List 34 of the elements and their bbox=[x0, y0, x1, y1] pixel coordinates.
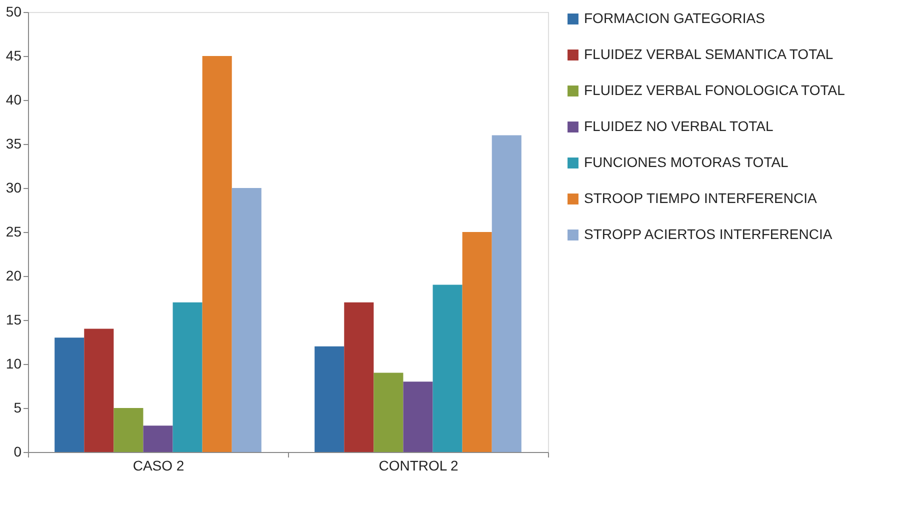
bar bbox=[314, 346, 344, 452]
legend-label: FLUIDEZ NO VERBAL TOTAL bbox=[584, 118, 774, 134]
legend-label: STROPP ACIERTOS INTERFERENCIA bbox=[584, 226, 833, 242]
legend-label: FORMACION GATEGORIAS bbox=[584, 10, 765, 26]
bar bbox=[344, 302, 374, 452]
bar bbox=[202, 56, 232, 452]
y-tick-label: 45 bbox=[6, 48, 22, 64]
bar bbox=[232, 188, 262, 452]
y-tick-label: 35 bbox=[6, 136, 22, 152]
x-tick-label: CASO 2 bbox=[132, 458, 184, 474]
bar bbox=[172, 302, 202, 452]
bar bbox=[403, 382, 433, 452]
y-tick-label: 30 bbox=[6, 180, 22, 196]
bar bbox=[462, 232, 492, 452]
bar bbox=[374, 372, 404, 452]
y-tick-label: 0 bbox=[14, 444, 22, 460]
bar bbox=[84, 328, 114, 452]
bar bbox=[143, 426, 173, 452]
y-tick-label: 50 bbox=[6, 4, 22, 20]
y-tick-label: 5 bbox=[14, 400, 22, 416]
x-tick-label: CONTROL 2 bbox=[378, 458, 459, 474]
y-tick-label: 20 bbox=[6, 268, 22, 284]
bar bbox=[114, 408, 144, 452]
y-tick-label: 25 bbox=[6, 224, 22, 240]
y-tick-label: 15 bbox=[6, 312, 22, 328]
legend-label: FUNCIONES MOTORAS TOTAL bbox=[584, 154, 789, 170]
y-tick-label: 10 bbox=[6, 356, 22, 372]
legend-label: FLUIDEZ VERBAL FONOLOGICA TOTAL bbox=[584, 82, 846, 98]
bar bbox=[432, 284, 462, 452]
y-tick-label: 40 bbox=[6, 92, 22, 108]
bar bbox=[492, 135, 522, 452]
legend-label: STROOP TIEMPO INTERFERENCIA bbox=[584, 190, 818, 206]
legend-label: FLUIDEZ VERBAL SEMANTICA TOTAL bbox=[584, 46, 834, 62]
bar bbox=[54, 338, 84, 452]
